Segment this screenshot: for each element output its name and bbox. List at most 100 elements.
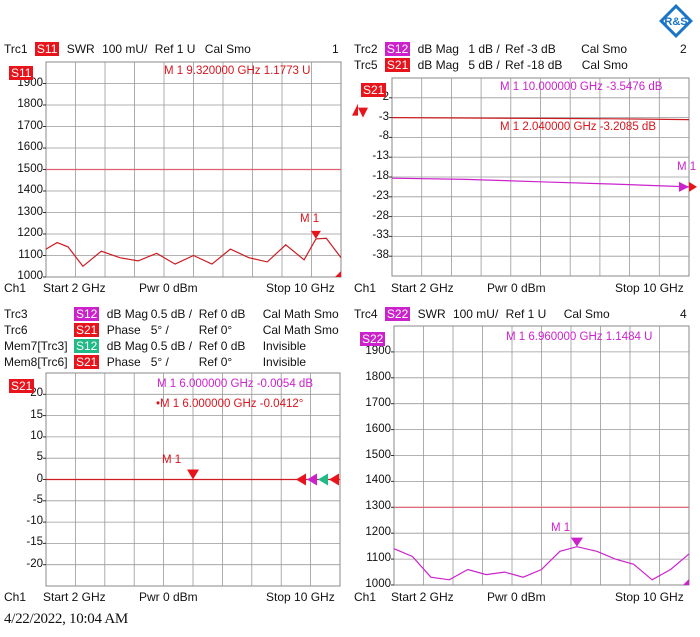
- format-text: Phase: [106, 355, 141, 369]
- footer-stop: Stop 10 GHz: [615, 281, 684, 295]
- s-param-badge: S12: [384, 42, 411, 56]
- footer-start: Start 2 GHz: [391, 590, 454, 604]
- footer-pwr: Pwr 0 dBm: [139, 281, 198, 295]
- ref-marker-right: [689, 181, 697, 192]
- y-tick-label: -5: [32, 493, 43, 506]
- plot-area-2: [352, 77, 697, 277]
- scale-text: 0.5 dB /: [150, 339, 193, 353]
- y-tick-label: 1100: [366, 552, 391, 565]
- y-tick-label: 1000: [17, 270, 43, 282]
- cal-text: Invisible: [262, 355, 307, 369]
- trace-name: Trc5: [354, 58, 378, 72]
- footer-start: Start 2 GHz: [43, 281, 106, 295]
- trace-header-trc6[interactable]: Trc6 S21 Phase 5° / Ref 0° Cal Math Smo: [4, 323, 354, 338]
- s-param-badge: S21: [74, 355, 100, 369]
- footer-stop: Stop 10 GHz: [266, 281, 335, 295]
- marker-readout: M 1 9.320000 GHz 1.1773 U: [164, 65, 311, 77]
- format-text: SWR: [66, 42, 95, 56]
- trace-label: S11: [9, 66, 34, 80]
- cal-text: Cal Smo: [563, 307, 610, 321]
- trace-name: Trc3: [4, 307, 28, 321]
- ref-level-marker: [307, 473, 317, 486]
- channel-number: 1: [332, 42, 339, 56]
- scale-text: 5° /: [150, 323, 169, 337]
- footer-stop: Stop 10 GHz: [615, 590, 684, 604]
- y-tick-label: 1900: [365, 344, 391, 357]
- marker-label: M 1: [677, 161, 697, 173]
- trace-label: S22: [360, 332, 386, 346]
- trace-name: Mem8[Trc6]: [4, 355, 68, 369]
- series-line: [45, 237, 342, 268]
- trace-header-trc5[interactable]: Trc5 S21 dB Mag 5 dB / Ref -18 dB Cal Sm…: [354, 58, 628, 73]
- trace-label: S21: [9, 379, 35, 393]
- trace-header-trc2[interactable]: Trc2 S12 dB Mag 1 dB / Ref -3 dB Cal Smo: [354, 42, 627, 57]
- trace-header-mem8[interactable]: Mem8[Trc6] S21 Phase 5° / Ref 0° Invisible: [4, 355, 354, 370]
- ref-text: Ref -3 dB: [505, 42, 556, 56]
- trace-name: Mem7[Trc3]: [4, 339, 68, 353]
- marker-label: M 1: [162, 454, 182, 466]
- marker-triangle: [310, 230, 321, 239]
- ref-text: Ref 0°: [198, 355, 233, 369]
- marker-label: M 1: [551, 522, 571, 534]
- footer-stop: Stop 10 GHz: [266, 590, 335, 604]
- scale-text: 5° /: [150, 355, 169, 369]
- y-tick-label: -15: [26, 536, 43, 549]
- marker-readout: M 1 6.960000 GHz 1.1484 U: [506, 331, 653, 343]
- series-line: [391, 117, 690, 121]
- footer-start: Start 2 GHz: [391, 281, 454, 295]
- s-param-badge: S22: [384, 307, 411, 321]
- y-tick-label: 1500: [365, 448, 391, 461]
- y-tick-label: -13: [372, 150, 389, 163]
- ref-level-marker: [329, 473, 339, 486]
- trace-label: S21: [361, 83, 387, 97]
- trace-header-trc3[interactable]: Trc3 S12 dB Mag 0.5 dB / Ref 0 dB Cal Math S…: [4, 307, 354, 322]
- scale-text: 100 mU/: [452, 307, 499, 321]
- ref-arrow: [352, 103, 358, 116]
- format-text: SWR: [417, 307, 446, 321]
- marker-triangle: [187, 469, 199, 480]
- s-param-badge: S12: [74, 307, 100, 321]
- y-tick-label: 1200: [365, 526, 391, 539]
- y-tick-label: 15: [30, 408, 43, 421]
- s-param-badge: S21: [384, 58, 411, 72]
- ref-text: Ref -18 dB: [505, 58, 563, 72]
- y-tick-label: -23: [372, 189, 389, 202]
- y-tick-label: -10: [26, 515, 43, 528]
- cal-text: Cal Smo: [581, 42, 628, 56]
- footer-pwr: Pwr 0 dBm: [487, 281, 546, 295]
- range-marker: [335, 271, 341, 277]
- s-param-badge: S12: [74, 339, 100, 353]
- scale-text: 1 dB /: [468, 42, 500, 56]
- trace-header-trc4[interactable]: Trc4 S22 SWR 100 mU/ Ref 1 U Cal Smo: [354, 307, 610, 322]
- footer-pwr: Pwr 0 dBm: [139, 590, 198, 604]
- marker-triangle: [570, 537, 583, 547]
- format-text: dB Mag: [417, 42, 459, 56]
- cal-text: Cal Math Smo: [262, 307, 339, 321]
- ref-text: Ref 1 U: [154, 42, 196, 56]
- format-text: dB Mag: [417, 58, 459, 72]
- s-param-badge: S21: [74, 323, 100, 337]
- footer-ch: Ch1: [354, 590, 377, 604]
- marker-readout-s21: M 1 2.040000 GHz -3.2085 dB: [500, 121, 656, 133]
- trace-name: Trc1: [4, 42, 28, 56]
- trace-name: Trc4: [354, 307, 378, 321]
- y-tick-label: 1300: [17, 205, 43, 218]
- series-line: [391, 177, 690, 188]
- y-tick-label: 1600: [365, 422, 391, 435]
- y-tick-label: -8: [378, 130, 389, 143]
- channel-number: 4: [680, 307, 687, 321]
- y-tick-label: -38: [372, 249, 389, 262]
- trace-header-mem7[interactable]: Mem7[Trc3] S12 dB Mag 0.5 dB / Ref 0 dB Invi…: [4, 339, 354, 354]
- format-text: dB Mag: [106, 307, 149, 321]
- trace-header-trc1[interactable]: Trc1 S11 SWR 100 mU/ Ref 1 U Cal Smo: [4, 42, 251, 57]
- plot-area-4: [391, 325, 690, 586]
- plot-area-3: [43, 372, 341, 587]
- cal-text: Invisible: [262, 339, 307, 353]
- footer-start: Start 2 GHz: [43, 590, 106, 604]
- svg-text:R&S: R&S: [664, 16, 687, 28]
- y-tick-label: 0: [36, 472, 43, 485]
- ref-text: Ref 1 U: [505, 307, 547, 321]
- y-tick-label: 5: [36, 451, 43, 464]
- format-text: Phase: [106, 323, 141, 337]
- y-tick-label: 1800: [17, 98, 43, 110]
